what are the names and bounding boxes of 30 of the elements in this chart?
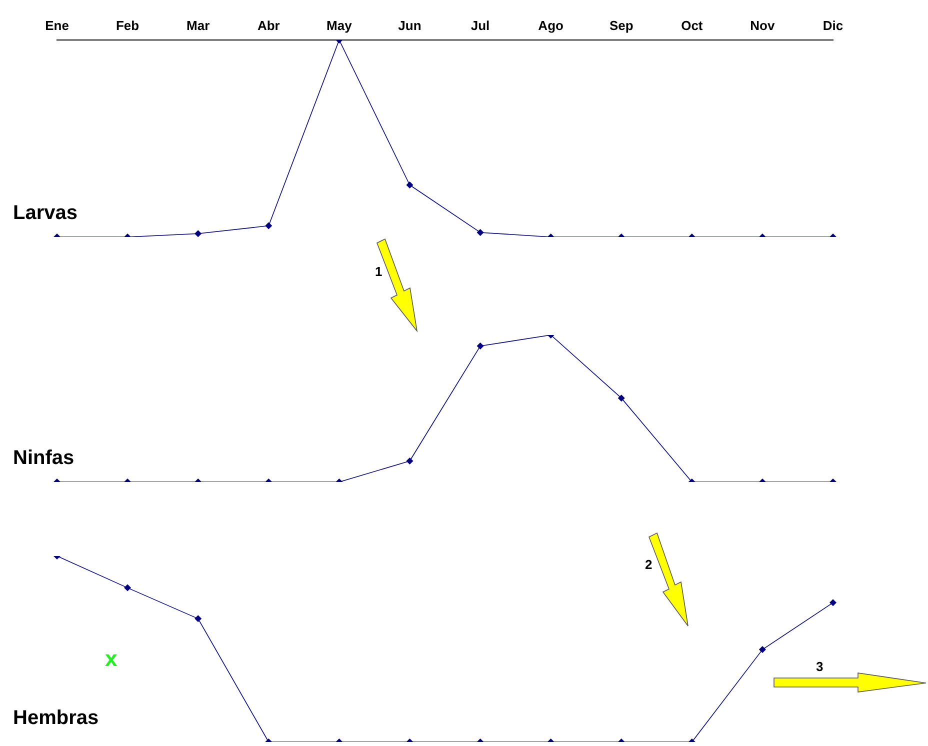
x-tick-label: Feb [116,18,140,33]
point [194,230,202,237]
point [830,599,836,606]
annotation: x [105,646,118,672]
point [476,342,484,350]
x-tick-label: Ago [538,18,564,33]
point [758,646,766,654]
x-tick-label: Ene [45,18,69,33]
point [124,584,132,592]
series-label: Ninfas [13,447,74,469]
series-label: Larvas [13,202,78,224]
text: Hembras [13,707,99,729]
x-tick-label: Mar [186,18,210,33]
point [618,394,625,402]
x-tick-label: Abr [257,18,280,33]
x-tick-label: Oct [681,18,704,33]
x-tick-label: Jun [398,18,422,33]
annotation: 3 [816,659,824,674]
point [476,228,484,236]
text: 1 [375,264,382,279]
point [406,457,414,464]
x-tick-label: Sep [609,18,634,33]
x-tick-label: May [326,18,353,33]
x-tick-label: Nov [750,18,776,33]
x-tick-label: Jul [470,18,490,33]
x-tick-label: Dic [822,18,844,33]
point [265,222,272,230]
point [194,615,202,622]
annotation: 2 [645,557,652,572]
point [406,181,414,188]
